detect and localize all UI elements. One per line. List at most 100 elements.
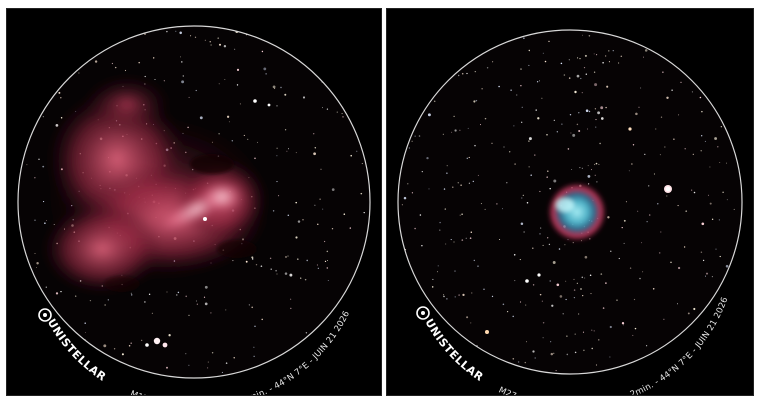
star [704,140,706,142]
star [484,208,486,210]
star [699,329,701,332]
star [666,195,668,197]
star [616,299,618,301]
star [526,202,529,204]
star [348,96,350,99]
star [179,31,182,35]
star [378,106,379,107]
star [593,53,595,55]
star [38,158,40,160]
star [568,23,569,24]
star [317,39,319,41]
star [535,394,536,395]
star [18,221,19,224]
star [357,381,359,383]
star [199,116,203,120]
star [623,324,624,326]
star [151,312,153,314]
star [185,353,187,355]
star [20,51,23,54]
star [12,12,13,13]
star [715,382,718,385]
star [254,325,256,327]
star [107,299,109,301]
star [141,14,144,17]
star [687,312,690,315]
star [182,75,185,77]
star [459,129,461,131]
star [399,30,402,31]
star [521,197,523,199]
star [528,64,530,66]
star [17,329,18,330]
star [646,221,648,223]
star [671,89,673,91]
star [196,303,198,305]
star [210,44,212,46]
star [236,68,240,71]
star [287,255,289,257]
star [655,128,657,130]
star [722,81,724,83]
star [691,189,693,191]
star [745,25,746,26]
star [313,152,316,156]
star [414,227,416,230]
star [297,52,301,56]
star [548,243,551,246]
star [584,54,587,57]
star [262,364,264,366]
star [565,280,567,282]
star [729,269,732,271]
star [275,269,277,272]
star [519,12,520,13]
star [402,139,404,141]
star [602,61,604,64]
star [51,389,53,391]
star [353,377,356,378]
star [541,300,543,302]
star [638,15,641,18]
star [260,265,263,268]
star [34,295,36,297]
star [148,293,151,296]
star [568,59,570,61]
star [536,379,537,380]
star [532,247,534,250]
star [505,30,507,31]
star [692,387,693,388]
star [608,61,610,63]
star [219,43,221,46]
star [336,374,340,378]
star [181,61,183,63]
star [585,73,587,75]
star [7,125,8,127]
star [446,298,448,300]
star [676,303,679,305]
star [741,129,742,131]
star [517,32,520,35]
star [397,345,398,346]
star [594,163,596,166]
star [702,259,705,262]
star [705,275,706,277]
star [89,299,92,302]
star [543,12,544,13]
star [433,100,436,103]
star [595,364,598,366]
star [471,292,473,294]
star [251,381,252,382]
star [530,174,532,176]
star [320,387,321,388]
star [578,313,580,315]
star [625,201,627,203]
star [466,72,468,75]
star [595,162,598,165]
star [443,387,444,388]
omega-nebula [42,74,272,294]
star [664,146,666,148]
star [179,56,182,58]
star [225,362,228,364]
star [570,132,572,134]
star [623,242,625,244]
